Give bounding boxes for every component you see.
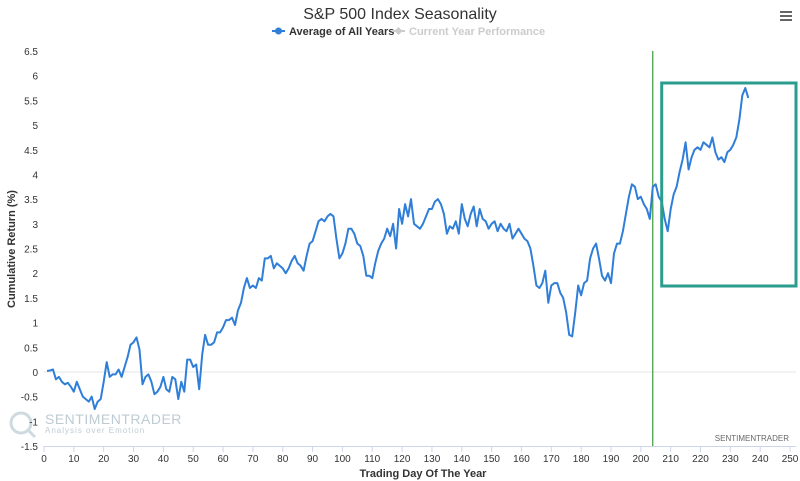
- x-tick-label: 120: [394, 454, 411, 465]
- svg-text:SENTIMENTRADER: SENTIMENTRADER: [45, 411, 182, 427]
- x-tick-label: 60: [217, 454, 229, 465]
- x-tick-label: 50: [188, 454, 200, 465]
- legend-item-average[interactable]: Average of All Years: [272, 26, 394, 38]
- x-tick-label: 180: [573, 454, 590, 465]
- series-line-0[interactable]: [46, 87, 750, 410]
- x-tick-label: 70: [247, 454, 259, 465]
- plot-area: -1.5 -1 -0.5 0 0.5 1 1.5 2 2.5 3 3.5 4 4.5 5 5.5 6 6.5 0 1…: [21, 47, 799, 465]
- chart-credit: SENTIMENTRADER: [715, 434, 789, 443]
- legend: Average of All Years Current Year Perfor…: [272, 26, 545, 38]
- y-tick-label: -0.5: [21, 393, 39, 404]
- y-tick-label: 5.5: [24, 96, 38, 107]
- legend-marker-current-year: [394, 27, 403, 35]
- x-tick-label: 110: [364, 454, 380, 465]
- y-tick-label: 6: [32, 72, 38, 83]
- x-tick-label: 190: [603, 454, 620, 465]
- x-tick-label: 240: [752, 454, 769, 465]
- x-tick-label: 210: [662, 454, 679, 465]
- x-tick-label: 20: [98, 454, 110, 465]
- x-tick-label: 10: [68, 454, 80, 465]
- x-tick-label: 80: [277, 454, 289, 465]
- y-tick-label: 6.5: [24, 47, 38, 58]
- legend-item-current-year[interactable]: Current Year Performance: [392, 26, 545, 38]
- highlight-box: [660, 81, 798, 288]
- y-axis-title: Cumulative Return (%): [6, 190, 18, 308]
- y-tick-label: 1.5: [24, 294, 38, 305]
- menu-icon[interactable]: [776, 10, 794, 24]
- watermark-logo: SENTIMENTRADER Analysis over Emotion: [9, 411, 182, 439]
- x-tick-label: 100: [334, 454, 351, 465]
- x-tick-label: 160: [513, 454, 530, 465]
- x-tick-label: 150: [483, 454, 500, 465]
- x-tick-label: 40: [158, 454, 170, 465]
- y-tick-label: 4: [32, 170, 38, 181]
- y-tick-label: 4.5: [24, 146, 38, 157]
- y-tick-label: 1: [32, 319, 38, 330]
- chart-title: S&P 500 Index Seasonality: [303, 6, 497, 23]
- x-tick-label: 140: [453, 454, 470, 465]
- y-tick-label: 2: [32, 269, 38, 280]
- y-tick-label: 3: [32, 220, 38, 231]
- y-tick-label: 3.5: [24, 195, 38, 206]
- legend-label-average: Average of All Years: [289, 26, 394, 38]
- x-axis-title: Trading Day Of The Year: [360, 468, 488, 480]
- y-tick-label: 0: [32, 368, 38, 379]
- x-tick-label: 230: [722, 454, 739, 465]
- y-tick-label: 0.5: [24, 343, 38, 354]
- legend-label-current-year: Current Year Performance: [409, 26, 545, 38]
- x-tick-label: 220: [692, 454, 709, 465]
- x-tick-label: 90: [307, 454, 319, 465]
- x-tick-label: 170: [543, 454, 560, 465]
- svg-text:Analysis over Emotion: Analysis over Emotion: [45, 426, 145, 435]
- y-tick-label: -1.5: [21, 442, 39, 453]
- x-tick-label: 0: [41, 454, 47, 465]
- x-tick-label: 30: [128, 454, 140, 465]
- x-tick-label: 200: [632, 454, 649, 465]
- y-tick-label: 2.5: [24, 245, 38, 256]
- legend-marker-average: [275, 27, 282, 35]
- y-tick-label: 5: [32, 121, 38, 132]
- y-tick-label: -1: [29, 417, 38, 428]
- x-tick-label: 130: [424, 454, 441, 465]
- x-tick-label: 250: [782, 454, 799, 465]
